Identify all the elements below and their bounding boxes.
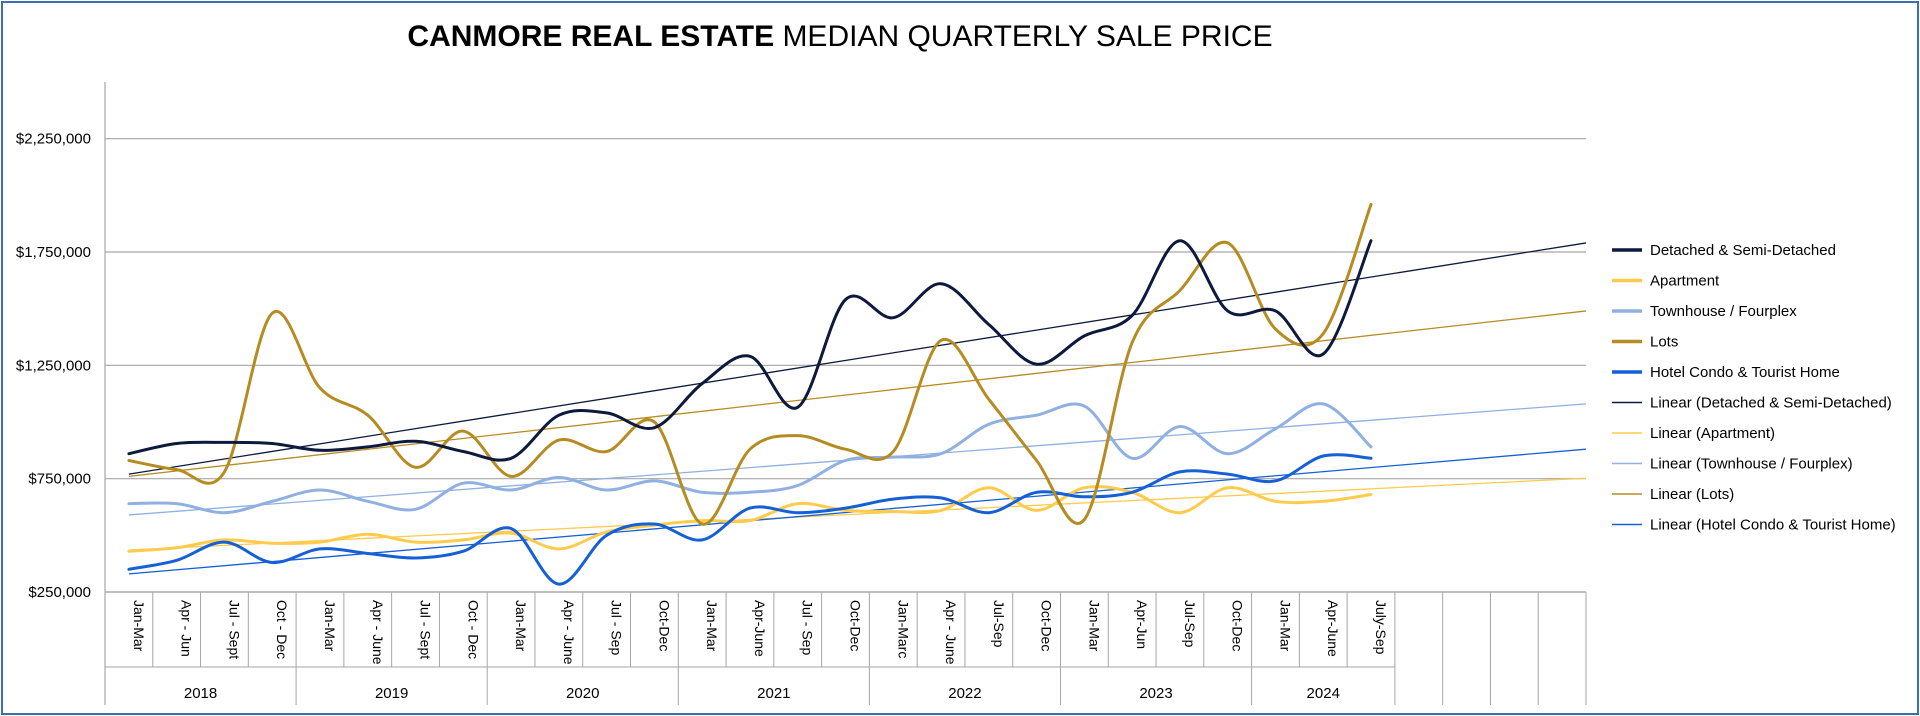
legend-label: Detached & Semi-Detached bbox=[1650, 242, 1836, 259]
x-tick-label: Jan-Mar bbox=[704, 600, 720, 652]
x-tick-label: Jan-Mar bbox=[513, 600, 529, 652]
year-label: 2019 bbox=[375, 685, 408, 702]
x-tick-label: Jan-Mar bbox=[322, 600, 338, 652]
x-tick-label: Oct-Dec bbox=[1230, 600, 1246, 651]
x-tick-label: Jan-Mar bbox=[1086, 600, 1102, 652]
year-label: 2018 bbox=[184, 685, 217, 702]
x-tick-label: Apr - June bbox=[943, 600, 959, 665]
legend-label: Linear (Apartment) bbox=[1650, 425, 1775, 442]
x-tick-label: Oct-Dec bbox=[1039, 600, 1055, 651]
legend-label: Linear (Hotel Condo & Tourist Home) bbox=[1650, 517, 1896, 534]
x-tick-label: Oct - Dec bbox=[274, 600, 290, 659]
legend-label: Linear (Townhouse / Fourplex) bbox=[1650, 456, 1853, 473]
series-line-hotel-condo-tourist-home bbox=[127, 453, 1373, 586]
x-tick-label: Jul - Sep bbox=[800, 600, 816, 655]
y-tick-label: $1,250,000 bbox=[16, 357, 91, 374]
trendline-linear-detached-semi-detached- bbox=[128, 242, 1587, 475]
x-tick-label: Jan-Marc bbox=[895, 600, 911, 658]
year-label: 2021 bbox=[757, 685, 790, 702]
x-tick-label: Jul - Sept bbox=[226, 600, 242, 659]
series-line-detached-semi-detached bbox=[127, 239, 1373, 462]
x-tick-label: Oct-Dec bbox=[848, 600, 864, 651]
chart-title-bold: CANMORE REAL ESTATE bbox=[407, 20, 775, 53]
year-label: 2020 bbox=[566, 685, 599, 702]
year-label: 2023 bbox=[1139, 685, 1172, 702]
y-tick-label: $250,000 bbox=[28, 584, 91, 601]
x-tick-label: Apr - June bbox=[370, 600, 386, 665]
trendline-linear-apartment- bbox=[128, 477, 1587, 551]
legend-label: Hotel Condo & Tourist Home bbox=[1650, 364, 1840, 381]
series-line-apartment bbox=[127, 485, 1373, 553]
x-tick-label: Apr-Jun bbox=[1134, 600, 1150, 649]
year-label: 2024 bbox=[1307, 685, 1340, 702]
legend-label: Lots bbox=[1650, 334, 1678, 351]
x-tick-label: Jan-Mar bbox=[1277, 600, 1293, 652]
legend-label: Linear (Detached & Semi-Detached) bbox=[1650, 395, 1892, 412]
series-line-lots bbox=[127, 202, 1373, 526]
year-label: 2022 bbox=[948, 685, 981, 702]
chart-title: CANMORE REAL ESTATE MEDIAN QUARTERLY SAL… bbox=[0, 20, 1680, 54]
trendline-linear-lots- bbox=[128, 310, 1587, 478]
x-tick-label: Oct - Dec bbox=[465, 600, 481, 659]
x-tick-label: Jul - Sept bbox=[418, 600, 434, 659]
legend-label: Townhouse / Fourplex bbox=[1650, 303, 1797, 320]
y-tick-label: $750,000 bbox=[28, 471, 91, 488]
legend-label: Apartment bbox=[1650, 273, 1720, 290]
x-tick-label: Apr-June bbox=[1325, 600, 1341, 657]
x-tick-label: Oct-Dec bbox=[656, 600, 672, 651]
y-tick-label: $1,750,000 bbox=[16, 244, 91, 261]
x-tick-label: Apr - June bbox=[561, 600, 577, 665]
chart-title-rest: MEDIAN QUARTERLY SALE PRICE bbox=[782, 20, 1273, 53]
series-line-townhouse-fourplex bbox=[127, 402, 1373, 515]
x-tick-label: Apr-June bbox=[752, 600, 768, 657]
x-tick-label: Jul - Sep bbox=[609, 600, 625, 655]
x-tick-label: Jul-Sep bbox=[1182, 600, 1198, 648]
x-tick-label: Jul-Sep bbox=[991, 600, 1007, 648]
y-tick-label: $2,250,000 bbox=[16, 131, 91, 148]
x-tick-label: Jan-Mar bbox=[131, 600, 147, 652]
x-tick-label: Apr - Jun bbox=[179, 600, 195, 657]
legend-label: Linear (Lots) bbox=[1650, 486, 1734, 503]
x-tick-label: July-Sep bbox=[1373, 600, 1389, 655]
